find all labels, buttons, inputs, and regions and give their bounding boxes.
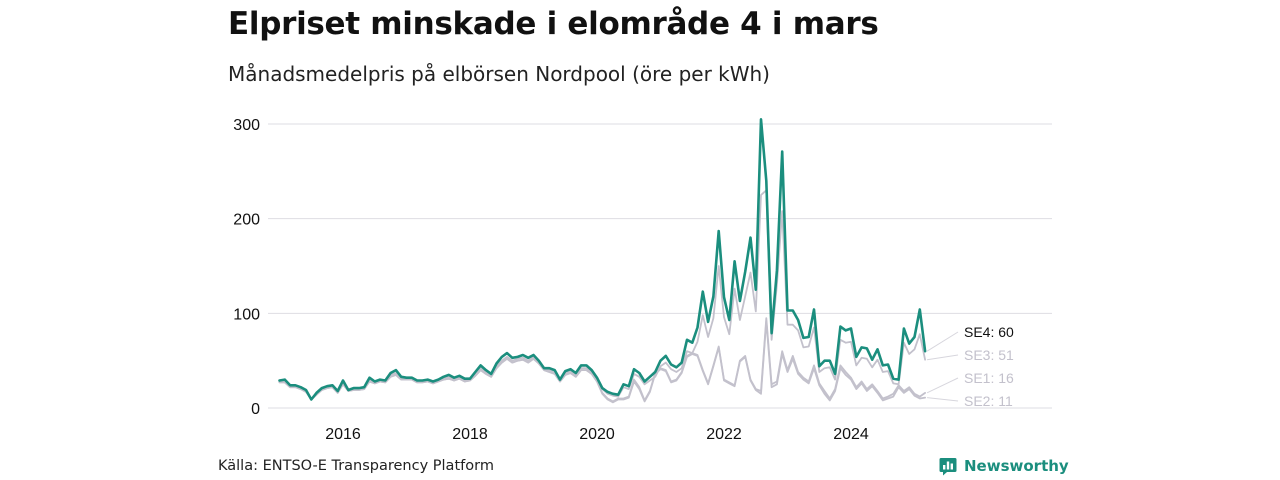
series-line-se3 <box>278 189 926 401</box>
end-label-se1: SE1: 16 <box>964 370 1014 386</box>
series-end-labels: SE4: 60 SE3: 51 SE1: 16 SE2: 11 <box>926 324 1014 409</box>
grid-lines <box>268 123 1052 409</box>
end-label-se3: SE3: 51 <box>964 347 1014 363</box>
label-connector-se4 <box>926 331 959 352</box>
x-tick-label-2020: 2020 <box>579 426 615 443</box>
chart-title: Elpriset minskade i elområde 4 i mars <box>228 6 879 42</box>
series-lines <box>278 118 927 404</box>
x-axis-tick-labels: 2016 2018 2020 2022 2024 <box>325 426 869 443</box>
x-tick-label-2022: 2022 <box>706 426 742 443</box>
label-connector-se3 <box>927 354 959 361</box>
label-connector-se2 <box>927 397 959 402</box>
y-tick-label-0: 0 <box>251 401 260 418</box>
y-tick-label-200: 200 <box>233 212 260 229</box>
label-connector-se1 <box>926 377 959 394</box>
series-line-se4 <box>278 118 927 401</box>
bar-chart-speech-bubble-icon <box>939 458 957 476</box>
brand-name: Newsworthy <box>964 457 1069 475</box>
source-note: Källa: ENTSO-E Transparency Platform <box>218 458 494 474</box>
chart-subtitle: Månadsmedelpris på elbörsen Nordpool (ör… <box>228 62 770 86</box>
y-tick-label-100: 100 <box>233 306 260 323</box>
end-label-se4: SE4: 60 <box>964 324 1014 340</box>
y-axis-tick-labels: 0 100 200 300 <box>233 117 260 418</box>
series-line-se2 <box>278 319 926 404</box>
brand-logo[interactable]: Newsworthy <box>938 456 1069 476</box>
x-tick-label-2018: 2018 <box>452 426 488 443</box>
y-tick-label-300: 300 <box>233 117 260 134</box>
x-tick-label-2016: 2016 <box>325 426 361 443</box>
x-tick-label-2024: 2024 <box>833 426 869 443</box>
end-label-se2: SE2: 11 <box>964 393 1013 409</box>
